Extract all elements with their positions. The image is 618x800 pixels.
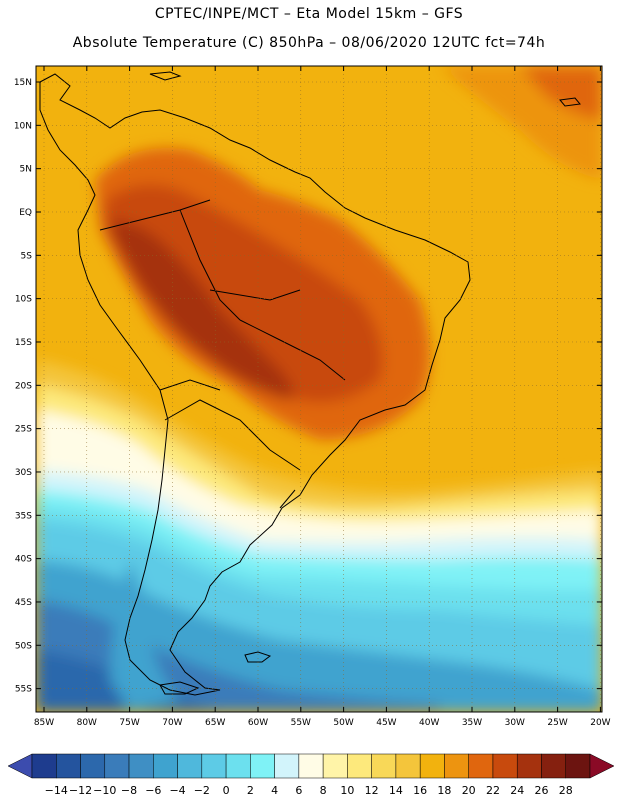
colorbar-swatch: [153, 753, 178, 779]
lon-label: 20W: [590, 718, 610, 728]
lat-label: 10S: [15, 295, 32, 305]
lon-label: 40W: [419, 718, 439, 728]
colorbar-label: −6: [145, 784, 161, 797]
lon-label: 85W: [34, 718, 54, 728]
colorbar-swatch: [419, 753, 445, 779]
title-line-2: Absolute Temperature (C) 850hPa – 08/06/…: [72, 35, 546, 51]
colorbar-label: −14: [45, 784, 68, 797]
lat-label: 25S: [15, 425, 32, 435]
colorbar-swatch: [128, 753, 154, 779]
colorbar-label: 8: [320, 784, 327, 797]
colorbar-label: 26: [534, 784, 548, 797]
colorbar-swatch: [298, 753, 324, 779]
colorbar-label: 22: [486, 784, 500, 797]
colorbar-label: −8: [121, 784, 137, 797]
colorbar-label: 16: [413, 784, 427, 797]
lat-label: 40S: [15, 555, 32, 565]
colorbar-swatch: [201, 753, 227, 779]
colorbar-swatch: [250, 753, 275, 779]
lon-label: 70W: [162, 718, 182, 728]
colorbar-swatch: [56, 753, 81, 779]
colorbar-labels: −14 −12 −10 −8 −6 −4 −2 0 2 4 6 8 10 12 14 16 18 20 22 24 26…: [45, 784, 573, 797]
colorbar-swatch: [104, 753, 130, 779]
lat-label: 5N: [20, 165, 32, 175]
lat-label: 20S: [15, 381, 32, 391]
colorbar-label: 0: [223, 784, 230, 797]
colorbar-label: 2: [247, 784, 254, 797]
colorbar-swatch: [468, 753, 494, 779]
colorbar-label: 10: [340, 784, 354, 797]
lon-label: 80W: [77, 718, 97, 728]
map-frame: [35, 65, 603, 713]
colorbar-label: −12: [69, 784, 92, 797]
colorbar-swatch: [395, 753, 421, 779]
lat-label: 50S: [15, 641, 32, 651]
lat-label: 35S: [15, 511, 32, 521]
lon-label: 65W: [205, 718, 225, 728]
lat-label: 5S: [21, 251, 33, 261]
lon-label: 35W: [462, 718, 482, 728]
colorbar-swatch: [177, 753, 203, 779]
colorbar-low-arrow: [7, 753, 33, 779]
colorbar-swatch: [31, 753, 57, 779]
colorbar-swatch: [371, 753, 397, 779]
map-ticks: [36, 66, 602, 712]
colorbar: [7, 753, 615, 779]
colorbar-swatch: [225, 753, 251, 779]
lon-label: 25W: [547, 718, 567, 728]
colorbar-swatch: [274, 753, 300, 779]
lat-label: 45S: [15, 598, 32, 608]
lat-label: 55S: [15, 685, 32, 695]
colorbar-swatch: [541, 753, 566, 779]
colorbar-label: 28: [559, 784, 573, 797]
lat-label: 15N: [14, 78, 32, 88]
lon-label: 55W: [291, 718, 311, 728]
lon-label: 30W: [505, 718, 525, 728]
colorbar-swatch: [492, 753, 518, 779]
lon-label: 75W: [119, 718, 139, 728]
colorbar-label: 20: [462, 784, 476, 797]
colorbar-swatch: [444, 753, 469, 779]
lon-label: 60W: [248, 718, 268, 728]
title-line-1: CPTEC/INPE/MCT – Eta Model 15km – GFS: [154, 6, 464, 22]
lon-label: 45W: [376, 718, 396, 728]
coastline: [39, 71, 581, 696]
colorbar-label: 6: [295, 784, 302, 797]
lat-label: 30S: [15, 468, 32, 478]
temperature-field: [36, 66, 602, 712]
colorbar-high-arrow: [589, 753, 615, 779]
colorbar-label: 12: [365, 784, 379, 797]
colorbar-label: 14: [389, 784, 403, 797]
colorbar-label: 18: [437, 784, 451, 797]
colorbar-swatch: [347, 753, 372, 779]
colorbar-swatch: [80, 753, 106, 779]
colorbar-label: −4: [169, 784, 185, 797]
latitude-labels: 15N 10N 5N EQ 5S 10S 15S 20S 25S 30S 35S 40S 45S 50S 5…: [14, 78, 32, 695]
colorbar-swatch: [516, 753, 542, 779]
colorbar-label: 4: [271, 784, 278, 797]
colorbar-swatch: [322, 753, 348, 779]
lat-label: 10N: [14, 121, 32, 131]
colorbar-label: 24: [510, 784, 524, 797]
lon-label: 50W: [333, 718, 353, 728]
colorbar-swatch: [565, 753, 591, 779]
lat-label: 15S: [15, 338, 32, 348]
colorbar-label: −10: [93, 784, 116, 797]
lat-label: EQ: [19, 208, 32, 218]
colorbar-label: −2: [194, 784, 210, 797]
longitude-labels: 85W 80W 75W 70W 65W 60W 55W 50W 45W 40W 35W 30W 25W 2…: [34, 718, 611, 728]
